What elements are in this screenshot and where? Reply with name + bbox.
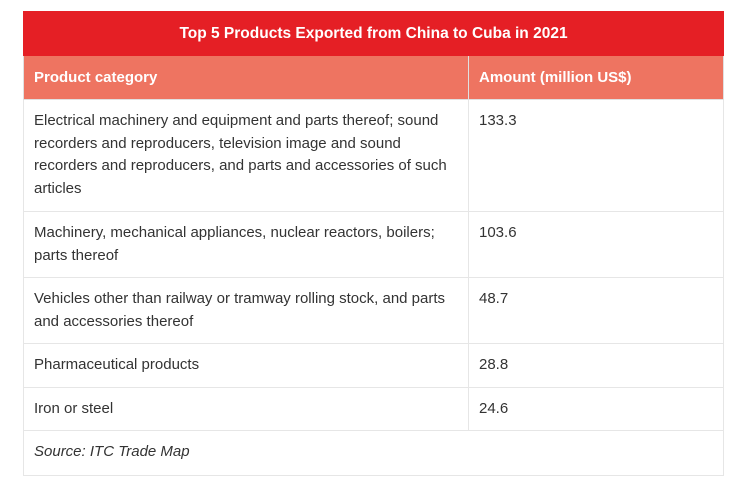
table-row: Machinery, mechanical appliances, nuclea… bbox=[23, 211, 724, 278]
exports-table: Top 5 Products Exported from China to Cu… bbox=[23, 11, 724, 476]
cell-category: Pharmaceutical products bbox=[23, 343, 469, 388]
table-row: Electrical machinery and equipment and p… bbox=[23, 99, 724, 212]
source-row: Source: ITC Trade Map bbox=[23, 430, 724, 476]
header-amount: Amount (million US$) bbox=[468, 55, 724, 100]
cell-amount: 103.6 bbox=[468, 211, 724, 278]
cell-amount: 133.3 bbox=[468, 99, 724, 212]
cell-amount: 48.7 bbox=[468, 277, 724, 344]
table-row: Iron or steel 24.6 bbox=[23, 386, 724, 431]
cell-category: Iron or steel bbox=[23, 386, 469, 431]
cell-category: Vehicles other than railway or tramway r… bbox=[23, 277, 469, 344]
table-header-row: Product category Amount (million US$) bbox=[23, 55, 724, 100]
exports-table-container: Top 5 Products Exported from China to Cu… bbox=[23, 11, 724, 476]
source-note: Source: ITC Trade Map bbox=[23, 430, 724, 476]
cell-amount: 28.8 bbox=[468, 343, 724, 388]
table-row: Pharmaceutical products 28.8 bbox=[23, 343, 724, 388]
header-product-category: Product category bbox=[23, 55, 469, 100]
cell-category: Electrical machinery and equipment and p… bbox=[23, 99, 469, 212]
table-title: Top 5 Products Exported from China to Cu… bbox=[23, 11, 724, 56]
cell-category: Machinery, mechanical appliances, nuclea… bbox=[23, 211, 469, 278]
table-title-row: Top 5 Products Exported from China to Cu… bbox=[23, 11, 724, 56]
table-row: Vehicles other than railway or tramway r… bbox=[23, 277, 724, 344]
cell-amount: 24.6 bbox=[468, 386, 724, 431]
